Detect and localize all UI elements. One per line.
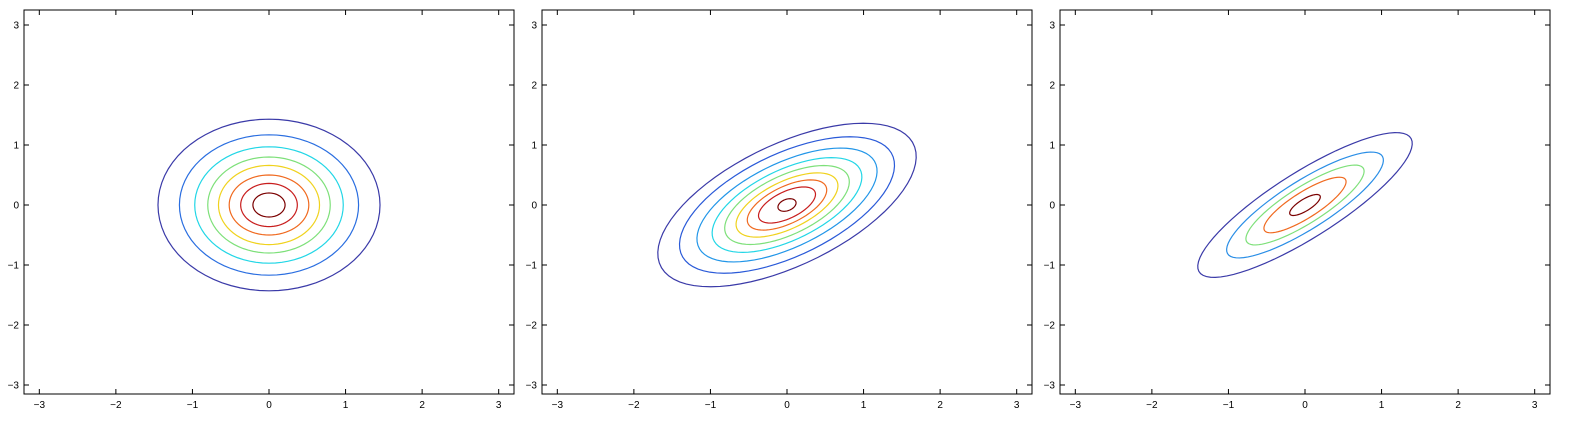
x-tick-label: 0 [1302,400,1308,411]
contour-level-6 [228,174,310,236]
chart-panel-3: −3 −2 −1 0 1 2 3 −3 −2 −1 0 1 2 3 [1044,9,1551,411]
contour-level-5 [1289,193,1321,217]
y-tick-label: −3 [1044,381,1056,392]
x-tick-label: 3 [496,400,502,411]
contour-level-2 [178,134,360,276]
y-tick-label: 2 [531,81,537,92]
y-tick-label: 1 [1049,141,1055,152]
y-tick-label: −2 [526,321,538,332]
y-tick-label: −2 [8,321,20,332]
contour-level-2 [678,136,896,274]
contour-level-8 [757,186,817,224]
y-tick-label: −1 [1044,261,1056,272]
y-tick-label: 0 [13,201,19,212]
x-tick-label: −3 [552,400,564,411]
x-tick-label: −3 [1070,400,1082,411]
contour-level-4 [1263,176,1347,234]
contour-level-7 [746,179,828,231]
axes-frame [1059,9,1551,395]
x-tick-label: −1 [187,400,199,411]
x-tick-label: −1 [705,400,717,411]
y-tick-label: 1 [531,141,537,152]
axes-frame [23,9,515,395]
contour-level-3 [1245,164,1365,246]
chart-panel-1: −3 −2 −1 0 1 2 3 −3 −2 −1 0 1 2 3 [8,9,515,411]
y-tick-label: 3 [531,21,537,32]
y-tick-label: 0 [1049,201,1055,212]
x-tick-label: −2 [628,400,640,411]
contour-level-1 [657,122,917,288]
contour-level-8 [252,192,286,218]
contour-level-9 [777,198,797,212]
y-tick-label: −1 [526,261,538,272]
contour-level-7 [240,182,298,228]
chart-panel-2: −3 −2 −1 0 1 2 3 −3 −2 −1 0 1 2 3 [526,9,1033,411]
x-tick-label: 1 [861,400,867,411]
y-tick-label: −2 [1044,321,1056,332]
y-tick-label: 0 [531,201,537,212]
x-tick-label: 2 [1455,400,1461,411]
contour-level-5 [217,164,321,246]
y-tick-label: 2 [1049,81,1055,92]
y-tick-label: −3 [8,381,20,392]
x-tick-label: 3 [1532,400,1538,411]
contour-level-5 [724,164,850,246]
x-tick-label: 0 [266,400,272,411]
y-tick-label: 2 [13,81,19,92]
y-tick-label: −3 [526,381,538,392]
x-tick-label: −2 [1146,400,1158,411]
x-tick-label: 0 [784,400,790,411]
contour-level-2 [1226,151,1384,259]
x-tick-label: −2 [110,400,122,411]
contour-level-6 [735,172,839,238]
contour-lines [1197,132,1413,278]
y-tick-label: −1 [8,261,20,272]
contour-level-3 [696,147,878,263]
x-tick-label: 3 [1014,400,1020,411]
x-tick-label: 1 [1379,400,1385,411]
y-tick-label: 1 [13,141,19,152]
axes-frame [541,9,1033,395]
contour-level-1 [1197,132,1413,278]
contour-lines [657,122,917,288]
contour-level-4 [207,156,331,254]
y-tick-label: 3 [13,21,19,32]
contour-level-3 [194,146,344,264]
contour-lines [157,118,381,292]
x-tick-label: 2 [937,400,943,411]
contour-level-1 [157,118,381,292]
x-tick-label: −1 [1223,400,1235,411]
x-tick-label: −3 [34,400,46,411]
y-tick-label: 3 [1049,21,1055,32]
contour-level-4 [711,157,863,253]
x-tick-label: 1 [343,400,349,411]
x-tick-label: 2 [419,400,425,411]
